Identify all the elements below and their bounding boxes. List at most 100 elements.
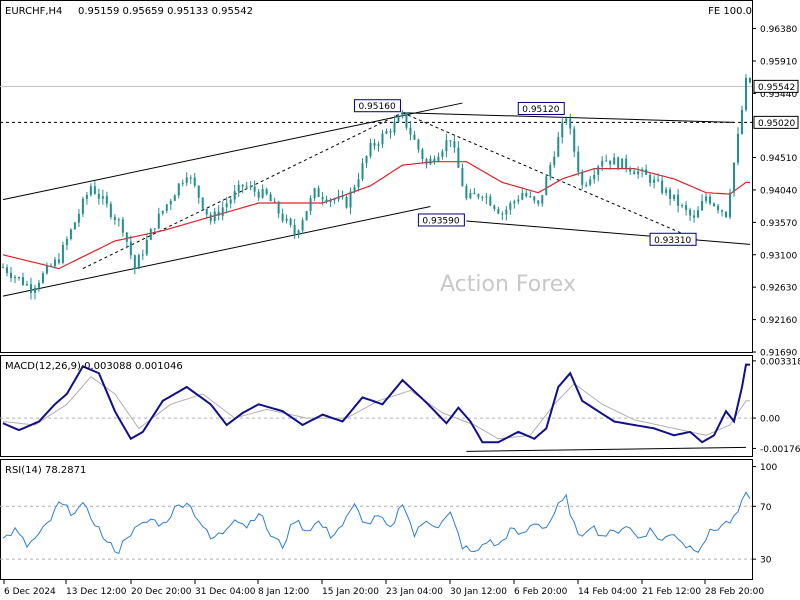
y-tick-label: 0.93100 xyxy=(760,251,797,261)
candle xyxy=(153,228,156,233)
candle-body xyxy=(625,158,628,169)
candle xyxy=(693,209,696,223)
candle-body xyxy=(177,183,180,196)
candle-body xyxy=(265,189,268,195)
y-tick-label: 0.95910 xyxy=(760,57,797,67)
candle-body xyxy=(169,200,172,205)
candle-body xyxy=(237,184,240,192)
candle-body xyxy=(473,192,476,195)
candle-body xyxy=(433,158,436,162)
candle-body xyxy=(525,193,528,197)
y-tick-label: 0.92630 xyxy=(760,284,797,294)
candle-body xyxy=(373,142,376,146)
candle xyxy=(749,77,751,84)
candle-body xyxy=(341,196,344,198)
candle xyxy=(681,203,684,209)
candle xyxy=(453,135,456,153)
candle xyxy=(169,198,172,210)
y-tick-label: 0.94510 xyxy=(760,154,797,164)
candle-body xyxy=(285,218,288,221)
candle xyxy=(329,197,332,207)
candle xyxy=(497,206,500,215)
candle-body xyxy=(25,284,28,286)
candle xyxy=(673,194,676,202)
candle xyxy=(261,184,264,199)
candle-body xyxy=(9,272,12,278)
candle-body xyxy=(441,151,444,157)
candle-body xyxy=(413,134,416,140)
candle-body xyxy=(213,211,216,221)
candle-body xyxy=(389,131,392,133)
candle-body xyxy=(533,196,536,201)
candle-body xyxy=(581,171,584,185)
candle xyxy=(409,120,412,141)
candle-body xyxy=(541,195,544,204)
candle xyxy=(481,195,484,202)
candle-body xyxy=(365,156,368,164)
candle-body xyxy=(477,194,480,198)
candle-body xyxy=(609,160,612,165)
candle-body xyxy=(245,186,248,188)
candle xyxy=(357,172,360,192)
candle xyxy=(193,173,196,188)
candle xyxy=(461,163,464,187)
candle xyxy=(53,257,56,269)
x-tick-label: 6 Feb 20:00 xyxy=(514,587,568,597)
candle xyxy=(697,206,700,218)
candle-body xyxy=(385,131,388,134)
candle-body xyxy=(185,177,188,183)
candle xyxy=(181,179,184,187)
candle-body xyxy=(717,205,720,211)
candle xyxy=(389,128,392,139)
candle-body xyxy=(689,209,692,216)
candle xyxy=(161,210,164,216)
candle xyxy=(213,207,216,224)
candle-body xyxy=(173,195,176,201)
candle-body xyxy=(621,158,624,169)
candle xyxy=(337,189,340,202)
x-tick-label: 20 Dec 20:00 xyxy=(131,587,192,597)
candle-body xyxy=(145,239,148,255)
candle xyxy=(413,130,416,141)
candle-body xyxy=(229,199,232,204)
candle xyxy=(533,195,536,204)
candle xyxy=(565,116,568,125)
price-pane[interactable]: Action Forex 0.95160 0.95120 0.93590 0.9331… xyxy=(0,0,753,353)
candle xyxy=(529,191,532,198)
candle xyxy=(225,196,228,214)
candle-body xyxy=(565,118,568,123)
candle-body xyxy=(357,179,360,188)
candle-body xyxy=(37,282,40,288)
header-symbol: EURCHF,H4 xyxy=(5,6,62,17)
candle-body xyxy=(65,238,68,245)
candle xyxy=(725,211,728,219)
candle xyxy=(665,187,668,196)
macd-pane[interactable]: MACD(12,26,9) 0.003088 0.001046 xyxy=(0,355,753,457)
candle xyxy=(33,284,36,300)
candle-body xyxy=(669,189,672,199)
candle xyxy=(573,125,576,158)
candle xyxy=(361,158,364,182)
x-tick-label: 31 Dec 04:00 xyxy=(195,587,256,597)
candle-body xyxy=(349,191,352,208)
candle-body xyxy=(109,203,112,217)
candle-body xyxy=(209,214,212,221)
candle xyxy=(137,253,140,270)
candle xyxy=(509,200,512,215)
candle-body xyxy=(261,189,264,198)
candle-body xyxy=(661,180,664,193)
candle xyxy=(221,201,224,221)
candle xyxy=(513,199,516,209)
candle-body xyxy=(249,186,252,188)
price-annotation-box xyxy=(417,213,465,227)
candle xyxy=(29,277,32,300)
candle xyxy=(257,189,260,201)
candle xyxy=(653,175,656,189)
candle xyxy=(437,152,440,163)
rsi-pane[interactable]: RSI(14) 78.2871 xyxy=(0,459,753,580)
candle-body xyxy=(381,133,384,145)
candle xyxy=(521,187,524,201)
candle-body xyxy=(137,255,140,269)
candle-body xyxy=(645,169,648,175)
candle xyxy=(393,115,396,136)
